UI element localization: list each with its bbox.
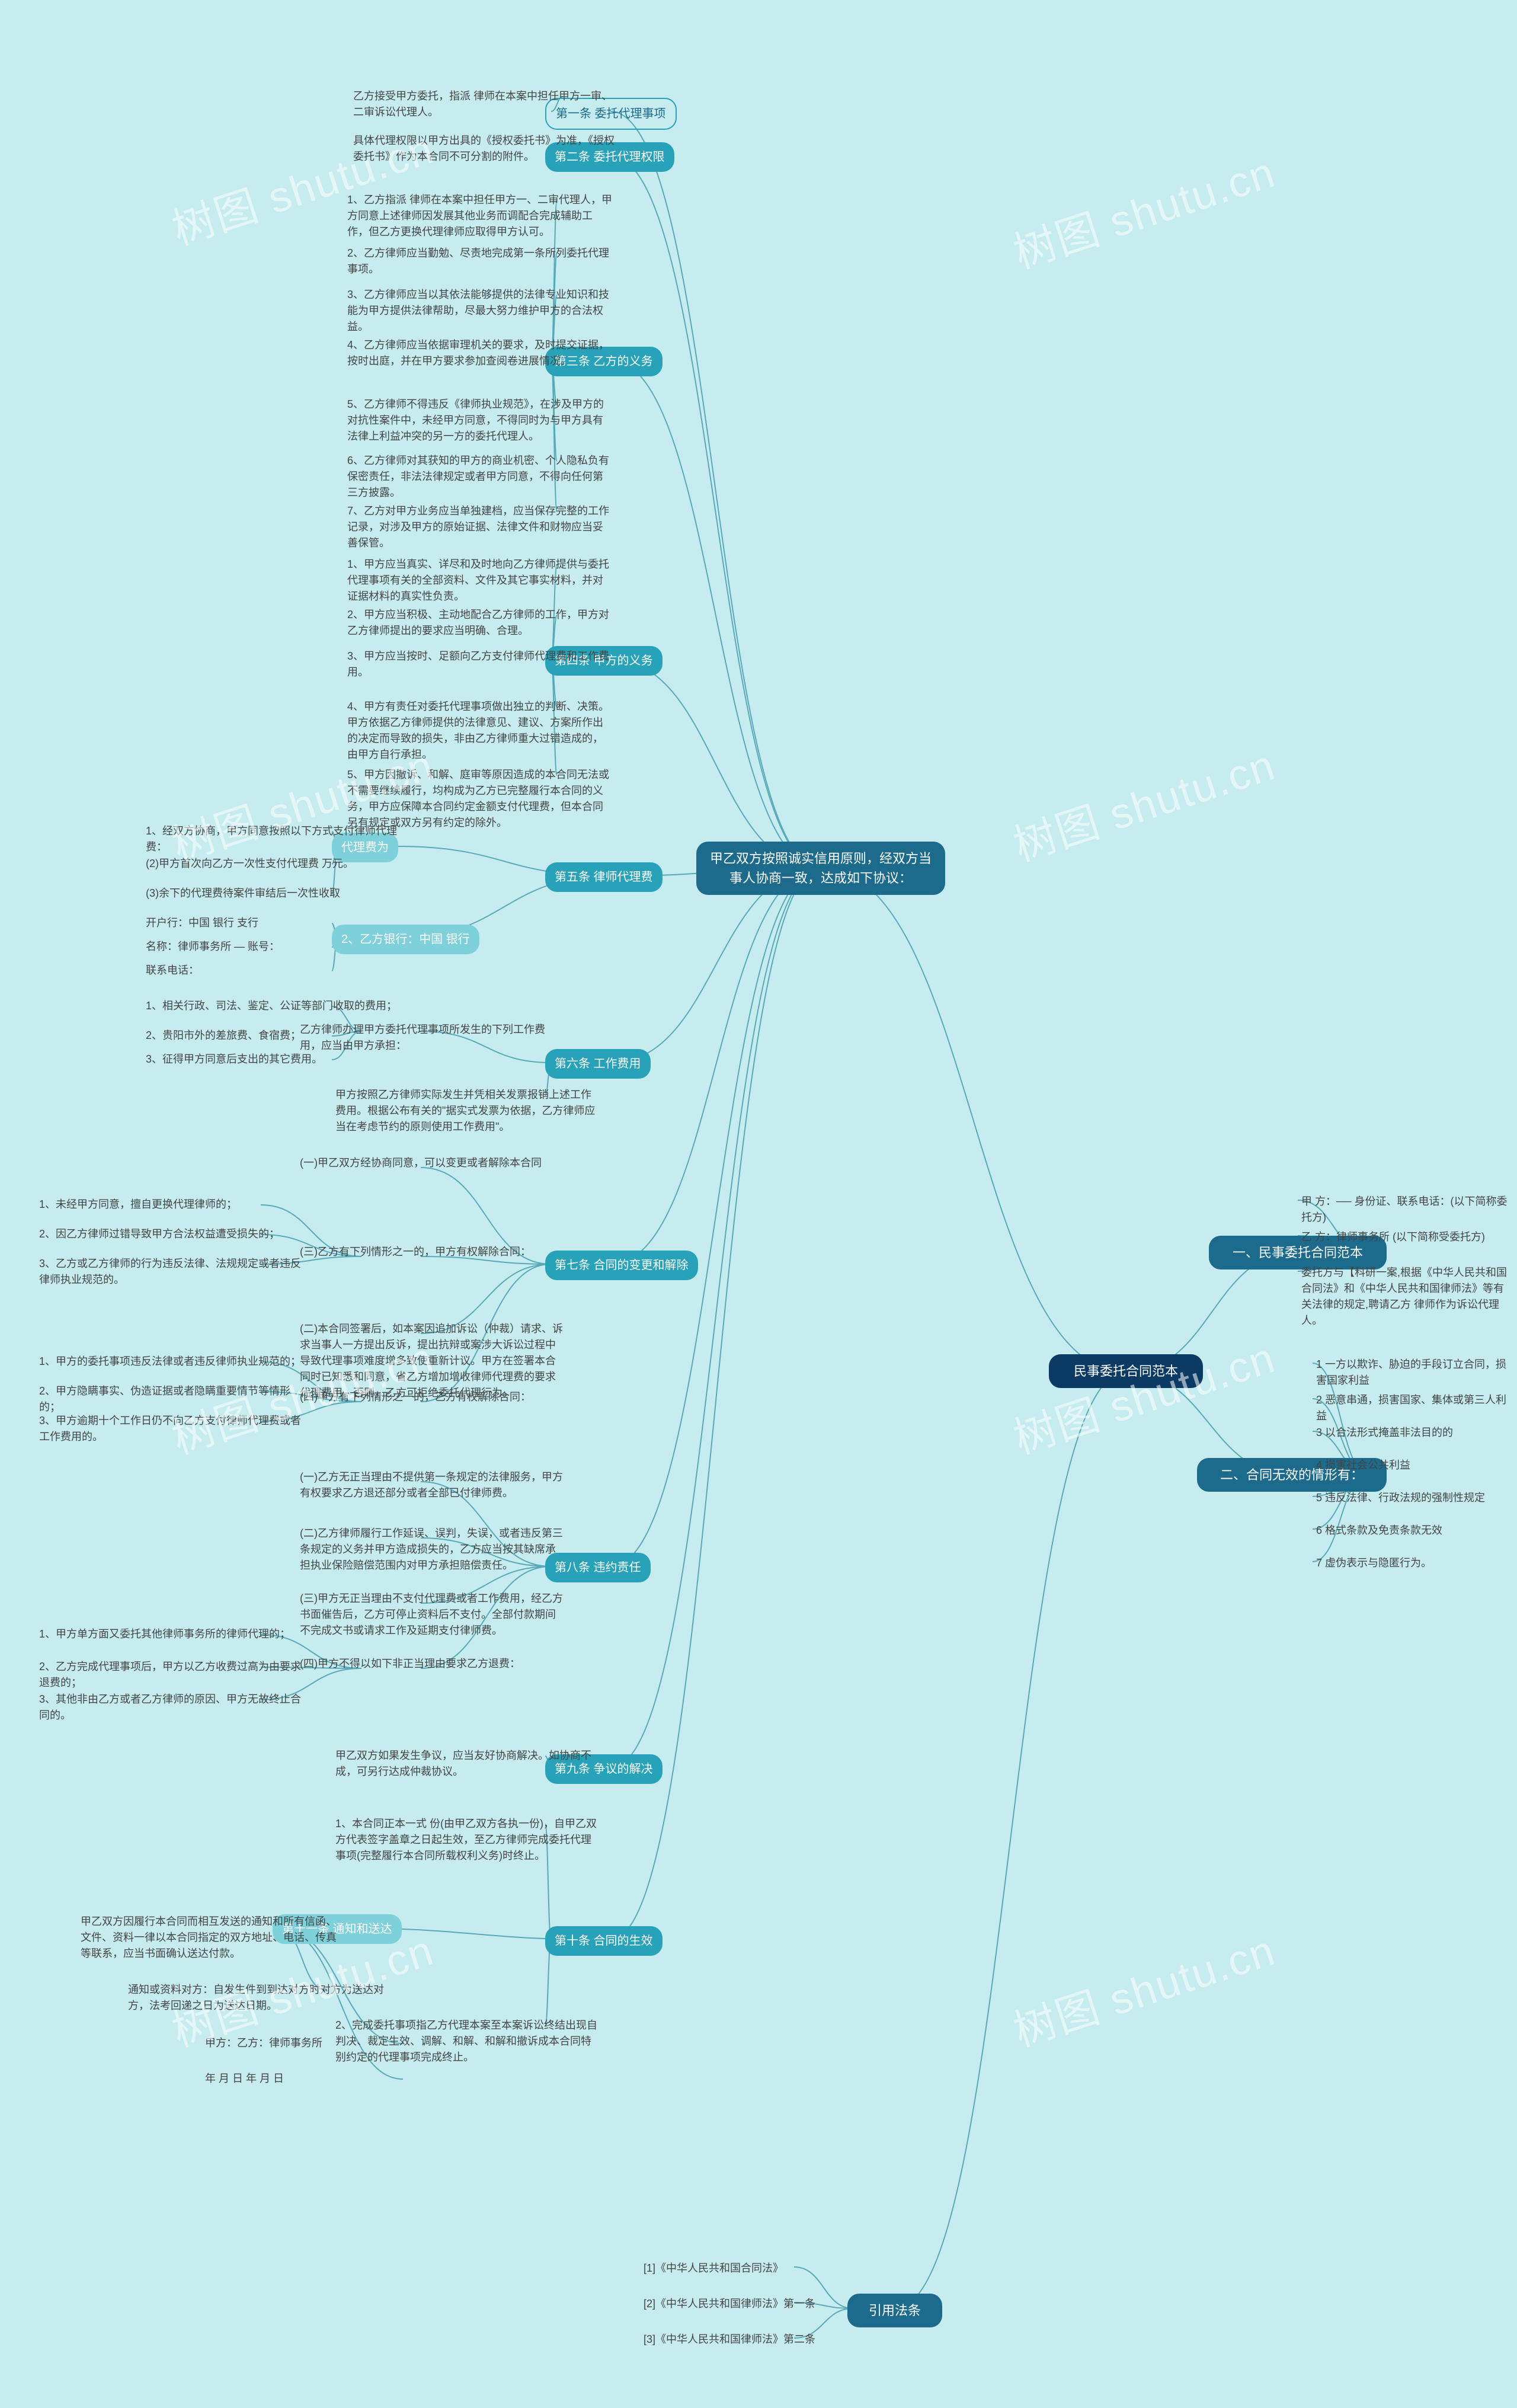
leaf-text: 开户行：中国 银行 支行	[142, 913, 262, 933]
leaf-text: 4、乙方律师应当依据审理机关的要求，及时提交证据，按时出庭，并在甲方要求参加查阅…	[344, 335, 616, 372]
leaf-text: 2、甲方应当积极、主动地配合乙方律师的工作，甲方对乙方律师提出的要求应当明确、合…	[344, 605, 616, 641]
leaf-text: (三)乙方有下列情形之一的，甲方有权解除合同：	[296, 1242, 535, 1262]
A7: 第七条 合同的变更和解除	[545, 1251, 698, 1280]
leaf-text: 乙方律师办理甲方委托代理事项所发生的下列工作费用，应当由甲方承担：	[296, 1019, 569, 1056]
leaf-text: 4、甲方有责任对委托代理事项做出独立的判断、决策。甲方依据乙方律师提供的法律意见…	[344, 696, 616, 765]
leaf-text: 2、乙方完成代理事项后，甲方以乙方收费过高为由要求退费的；	[36, 1657, 308, 1693]
leaf-text: 4 损害社会公共利益	[1313, 1455, 1414, 1476]
leaf-text: (一)乙方无正当理由不提供第一条规定的法律服务，甲方有权要求乙方退还部分或者全部…	[296, 1467, 569, 1504]
D: 引用法条	[847, 2294, 942, 2327]
leaf-text: 年 月 日 年 月 日	[201, 2068, 287, 2089]
watermark: 树图 shutu.cn	[1004, 1323, 1282, 1466]
A5: 第五条 律师代理费	[545, 862, 663, 892]
leaf-text: 5、乙方律师不得违反《律师执业规范》，在涉及甲方的对抗性案件中，未经甲方同意，不…	[344, 394, 616, 447]
leaf-text: 7 虚伪表示与隐匿行为。	[1313, 1553, 1435, 1574]
leaf-text: 委托方与【科研一案,根据《中华人民共和国合同法》和《中华人民共和国律师法》等有关…	[1298, 1262, 1517, 1331]
node-label: 第七条 合同的变更和解除	[555, 1259, 689, 1272]
node-label: 引用法条	[869, 2303, 921, 2318]
leaf-text: 2、贵阳市外的差旅费、食宿费；	[142, 1025, 305, 1046]
leaf-text: 具体代理权限以甲方出具的《授权委托书》为准，《授权委托书》作为本合同不可分割的附…	[350, 130, 622, 167]
node-label: 第十条 合同的生效	[555, 1934, 653, 1947]
leaf-text: 7、乙方对甲方业务应当单独建档，应当保存完整的工作记录，对涉及甲方的原始证据、法…	[344, 501, 616, 554]
leaf-text: 2、因乙方律师过错导致甲方合法权益遭受损失的；	[36, 1224, 283, 1245]
leaf-text: 2 恶意串通，损害国家、集体或第三人利益	[1313, 1390, 1517, 1427]
leaf-text: 1 一方以欺诈、胁迫的手段订立合同，损害国家利益	[1313, 1354, 1517, 1391]
node-label: 2、乙方银行：中国 银行	[341, 933, 470, 946]
leaf-text: 甲方：乙方：律师事务所	[201, 2033, 326, 2054]
leaf-text: 1、本合同正本一式 份(由甲乙双方各执一份)，自甲乙双方代表签字盖章之日起生效，…	[332, 1814, 604, 1866]
leaf-text: [3]《中华人民共和国律师法》第二条	[640, 2329, 819, 2350]
leaf-text: [2]《中华人民共和国律师法》第一条	[640, 2294, 819, 2314]
leaf-text: 1、甲方单方面又委托其他律师事务所的律师代理的；	[36, 1624, 294, 1645]
leaf-text: 1、未经甲方同意，擅自更换代理律师的；	[36, 1194, 241, 1215]
root: 民事委托合同范本	[1049, 1354, 1203, 1388]
leaf-text: (三)甲方无正当理由不支付代理费或者工作费用，经乙方书面催告后，乙方可停止资料后…	[296, 1588, 569, 1641]
leaf-text: 6 格式条款及免责条款无效	[1313, 1520, 1446, 1541]
watermark: 树图 shutu.cn	[1004, 137, 1282, 280]
leaf-text: 1、经双方协商，甲方同意按照以下方式支付律师代理费：	[142, 821, 415, 858]
node-label: 第五条 律师代理费	[555, 871, 653, 884]
leaf-text: 2、乙方律师应当勤勉、尽责地完成第一条所列委托代理事项。	[344, 243, 616, 280]
leaf-text: (一)甲乙双方经协商同意，可以变更或者解除本合同	[296, 1153, 545, 1173]
leaf-text: 甲 方：── 身份证、联系电话：(以下简称委托方)	[1298, 1191, 1517, 1228]
leaf-text: 甲方按照乙方律师实际发生并凭相关发票报销上述工作费用。根据公布有关的"据实式发票…	[332, 1085, 604, 1137]
leaf-text: (二)乙方律师履行工作延误、误判，失误，或者违反第三条规定的义务并甲方造成损失的…	[296, 1523, 569, 1576]
A5b: 2、乙方银行：中国 银行	[332, 925, 479, 954]
leaf-text: (四)甲方有下列情形之一的，乙方有权解除合同：	[296, 1387, 535, 1408]
leaf-text: 5 违反法律、行政法规的强制性规定	[1313, 1488, 1489, 1508]
node-label: 民事委托合同范本	[1074, 1364, 1178, 1379]
A10: 第十条 合同的生效	[545, 1926, 663, 1956]
leaf-text: 3、甲方逾期十个工作日仍不向乙方支付律师代理费或者工作费用的。	[36, 1411, 308, 1447]
leaf-text: 甲乙双方如果发生争议，应当友好协商解决。如协商不成，可另行达成仲裁协议。	[332, 1745, 604, 1782]
leaf-text: 2、完成委托事项指乙方代理本案至本案诉讼终结出现自判决、裁定生效、调解、和解、和…	[332, 2015, 604, 2068]
node-label: 第六条 工作费用	[555, 1057, 641, 1070]
leaf-text: 3、征得甲方同意后支出的其它费用。	[142, 1049, 326, 1070]
leaf-text: 名称：律师事务所 — 账号：	[142, 936, 283, 957]
leaf-text: (3)余下的代理费待案件审结后一次性收取	[142, 883, 344, 904]
leaf-text: (四)甲方不得以如下非正当理由要求乙方退费：	[296, 1654, 524, 1674]
leaf-text: 3、乙方律师应当以其依法能够提供的法律专业知识和技能为甲方提供法律帮助，尽最大努…	[344, 284, 616, 337]
leaf-text: 通知或资料对方：自发生件到到达对方时对方为送达对方，法考回递之日为送达日期。	[124, 1980, 397, 2016]
leaf-text: 3、甲方应当按时、足额向乙方支付律师代理费和工作费用。	[344, 646, 616, 683]
leaf-text: 1、相关行政、司法、鉴定、公证等部门收取的费用；	[142, 996, 401, 1016]
leaf-text: 1、甲方的委托事项违反法律或者违反律师执业规范的；	[36, 1351, 305, 1372]
leaf-text: 3 以合法形式掩盖非法目的的	[1313, 1422, 1457, 1443]
leaf-text: [1]《中华人民共和国合同法》	[640, 2258, 787, 2279]
A: 甲乙双方按照诚实信用原则，经双方当事人协商一致，达成如下协议：	[696, 842, 945, 895]
leaf-text: 联系电话：	[142, 960, 203, 981]
leaf-text: 乙方接受甲方委托，指派 律师在本案中担任甲方一审、二审诉讼代理人。	[350, 86, 622, 123]
watermark: 树图 shutu.cn	[1004, 1915, 1282, 2058]
leaf-text: 6、乙方律师对其获知的甲方的商业机密、个人隐私负有保密责任，非法法律规定或者甲方…	[344, 450, 616, 503]
leaf-text: 1、乙方指派 律师在本案中担任甲方一、二审代理人，甲方同意上述律师因发展其他业务…	[344, 190, 616, 242]
leaf-text: (2)甲方首次向乙方一次性支付代理费 万元。	[142, 853, 357, 874]
leaf-text: 甲乙双方因履行本合同而相互发送的通知和所有信函、文件、资料一律以本合同指定的双方…	[77, 1911, 350, 1964]
leaf-text: 3、乙方或乙方律师的行为违反法律、法规规定或者违反律师执业规范的。	[36, 1253, 308, 1290]
leaf-text: 1、甲方应当真实、详尽和及时地向乙方律师提供与委托代理事项有关的全部资料、文件及…	[344, 554, 616, 607]
watermark: 树图 shutu.cn	[1004, 730, 1282, 873]
node-label: 甲乙双方按照诚实信用原则，经双方当事人协商一致，达成如下协议：	[710, 851, 932, 885]
leaf-text: 乙 方：律师事务所 (以下简称受委托方)	[1298, 1227, 1489, 1248]
leaf-text: 3、其他非由乙方或者乙方律师的原因、甲方无故终止合同的。	[36, 1689, 308, 1726]
